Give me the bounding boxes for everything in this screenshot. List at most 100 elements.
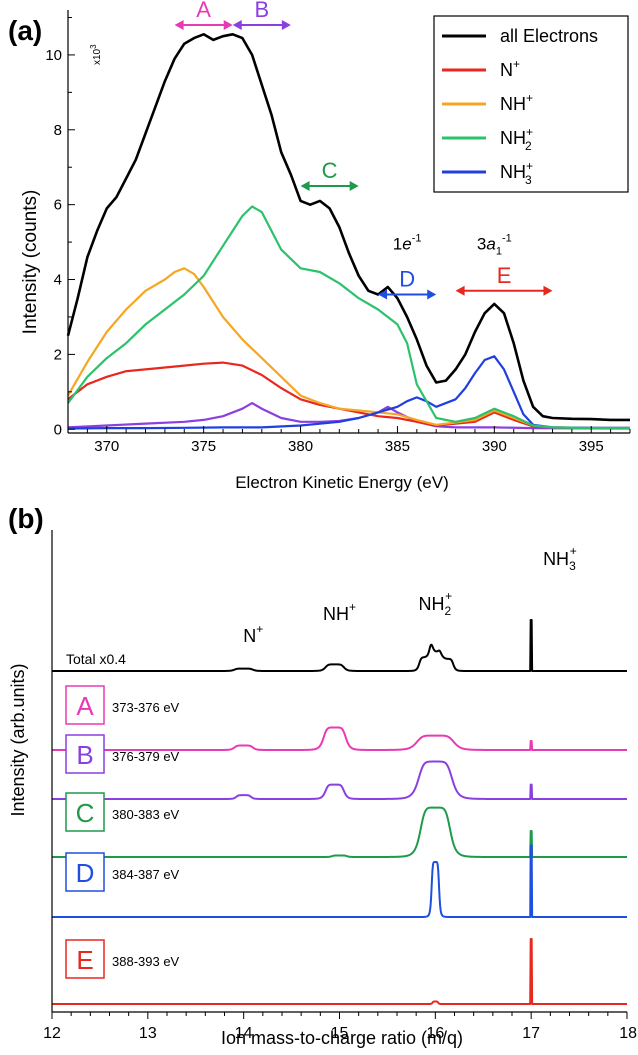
- panel-b-axes: 12 13 14 15 16 17 18: [43, 530, 637, 1042]
- range-arrow-left-head: [300, 180, 310, 191]
- orbital-annotation-sub: 1: [496, 246, 502, 258]
- series-line-0: [66, 33, 630, 422]
- y-multiplier-exp: 3: [89, 44, 98, 49]
- range-box-letter: A: [76, 691, 94, 721]
- legend-entry-sup: +: [526, 159, 533, 173]
- range-marker-b: B: [232, 0, 291, 30]
- orbital-annotation-sup: -1: [502, 233, 512, 245]
- peak-label-name: NH: [418, 594, 444, 614]
- range-arrow-right-head: [281, 19, 291, 30]
- range-arrow-right-head: [349, 180, 359, 191]
- range-box-e: [65, 939, 105, 979]
- orbital-annotation: 3a1-1: [477, 233, 512, 258]
- spectrum-line-1: [51, 726, 628, 751]
- legend-entry: NH+: [500, 91, 533, 114]
- y-multiplier-label: x103: [89, 44, 103, 65]
- panel-a-x-tick-label: 395: [579, 438, 604, 455]
- panel-a-y-tick-label: 0: [54, 421, 62, 438]
- legend-entry: NH+ 2: [500, 125, 533, 153]
- range-marker-c: C: [300, 158, 359, 191]
- panel-a-x-tick-label: 380: [288, 438, 313, 455]
- orbital-annotation-main: 1: [393, 235, 402, 254]
- spectrum-line-3: [51, 806, 628, 858]
- legend-entry-name: N: [500, 60, 513, 80]
- legend-entry-name: NH: [500, 162, 526, 182]
- peak-label-name: NH: [323, 604, 349, 624]
- range-marker-e: E: [455, 263, 553, 296]
- legend-entry-name: all Electrons: [500, 26, 598, 46]
- range-arrow-left-head: [455, 285, 465, 296]
- spectrum-line-0: [51, 619, 628, 672]
- range-marker-label: D: [399, 266, 415, 291]
- range-marker-a: A: [174, 0, 233, 30]
- panel-b-plot-area: Total x0.4 A 373-376 eV B 376-379 eV C 380-383…: [51, 544, 628, 1005]
- range-box-d: [65, 852, 105, 892]
- series-line-1: [67, 361, 630, 430]
- panel-a-y-tick-label: 2: [54, 346, 62, 363]
- peak-label-name: N: [243, 626, 256, 646]
- orbital-annotation-main: 3: [477, 235, 486, 254]
- panel-b-x-axis-title: Ion mass-to-charge ratio (m/q): [221, 1028, 463, 1048]
- range-energy-label: 380-383 eV: [112, 807, 180, 822]
- spectrum-line-4: [51, 844, 628, 918]
- panel-a-y-tick-label: 8: [54, 122, 62, 139]
- peak-label-sup: +: [570, 544, 577, 558]
- orbital-annotation: 1e-1: [393, 233, 422, 254]
- legend-entry-sup: +: [513, 57, 520, 71]
- peak-label-name: NH: [543, 549, 569, 569]
- panel-a-axes: 370 375 380 385 390 395 0 2 4 6 8 10: [45, 10, 631, 455]
- panel-b-x-tick-label: 14: [235, 1025, 253, 1042]
- legend-entry-sup: +: [526, 91, 533, 105]
- panel-b-x-tick-label: 12: [43, 1025, 61, 1042]
- range-arrow-right-head: [223, 19, 233, 30]
- range-energy-label: 373-376 eV: [112, 700, 180, 715]
- spectrum-line-2: [51, 760, 628, 800]
- range-box-b: [65, 734, 105, 774]
- series-line-5: [67, 402, 631, 430]
- panel-b-y-axis-title: Intensity (arb.units): [8, 663, 28, 816]
- panel-a-x-tick-label: 375: [191, 438, 216, 455]
- panel-b-x-tick-label: 15: [331, 1025, 349, 1042]
- peak-label-sup: +: [445, 589, 452, 603]
- peak-label-sup: +: [349, 600, 356, 614]
- peak-label: NH+: [323, 600, 356, 624]
- range-box-letter: C: [76, 798, 95, 828]
- panel-a-y-axis-title: Intensity (counts): [20, 190, 41, 335]
- peak-label: NH3+: [543, 544, 577, 573]
- range-box-letter: D: [76, 858, 95, 888]
- panel-a-y-tick-label: 4: [54, 272, 62, 289]
- range-box-a: [65, 685, 105, 725]
- legend-entry: NH+ 3: [500, 159, 533, 187]
- panel-b: (b) Total x0.4 A 373-376 eV B 376-379 eV C 380…: [8, 503, 637, 1048]
- panel-a: (a) A BCD E1e-1 3a1-1 370 375 380 385 390 395024…: [8, 0, 631, 492]
- legend-entry-name: NH: [500, 94, 526, 114]
- legend-entry-sub: 2: [525, 139, 532, 153]
- panel-a-y-tick-label: 6: [54, 197, 62, 214]
- range-box-c: [65, 792, 105, 832]
- panel-b-x-tick-label: 13: [139, 1025, 157, 1042]
- range-arrow-left-head: [232, 19, 242, 30]
- legend-entry: all Electrons: [500, 26, 598, 46]
- panel-a-label: (a): [8, 15, 42, 46]
- series-line-3: [67, 205, 630, 430]
- range-marker-label: E: [497, 263, 512, 288]
- peak-label-sub: 3: [569, 559, 576, 573]
- range-marker-label: C: [322, 158, 338, 183]
- range-arrow-left-head: [378, 289, 388, 300]
- orbital-annotation-sup: -1: [412, 233, 422, 245]
- panel-a-x-tick-label: 370: [94, 438, 119, 455]
- peak-label: N+: [243, 622, 263, 646]
- panel-a-y-tick-label: 10: [45, 47, 62, 64]
- panel-a-plot-area: A BCD E1e-1 3a1-1: [66, 0, 631, 430]
- range-box-letter: E: [76, 945, 93, 975]
- panel-b-x-tick-label: 16: [426, 1025, 444, 1042]
- range-energy-label: 388-393 eV: [112, 954, 180, 969]
- series-line-2: [67, 267, 630, 429]
- legend-entry-sup: +: [526, 125, 533, 139]
- panel-b-label: (b): [8, 503, 44, 534]
- orbital-annotation-italic: a: [486, 235, 495, 254]
- panel-a-x-tick-label: 390: [482, 438, 507, 455]
